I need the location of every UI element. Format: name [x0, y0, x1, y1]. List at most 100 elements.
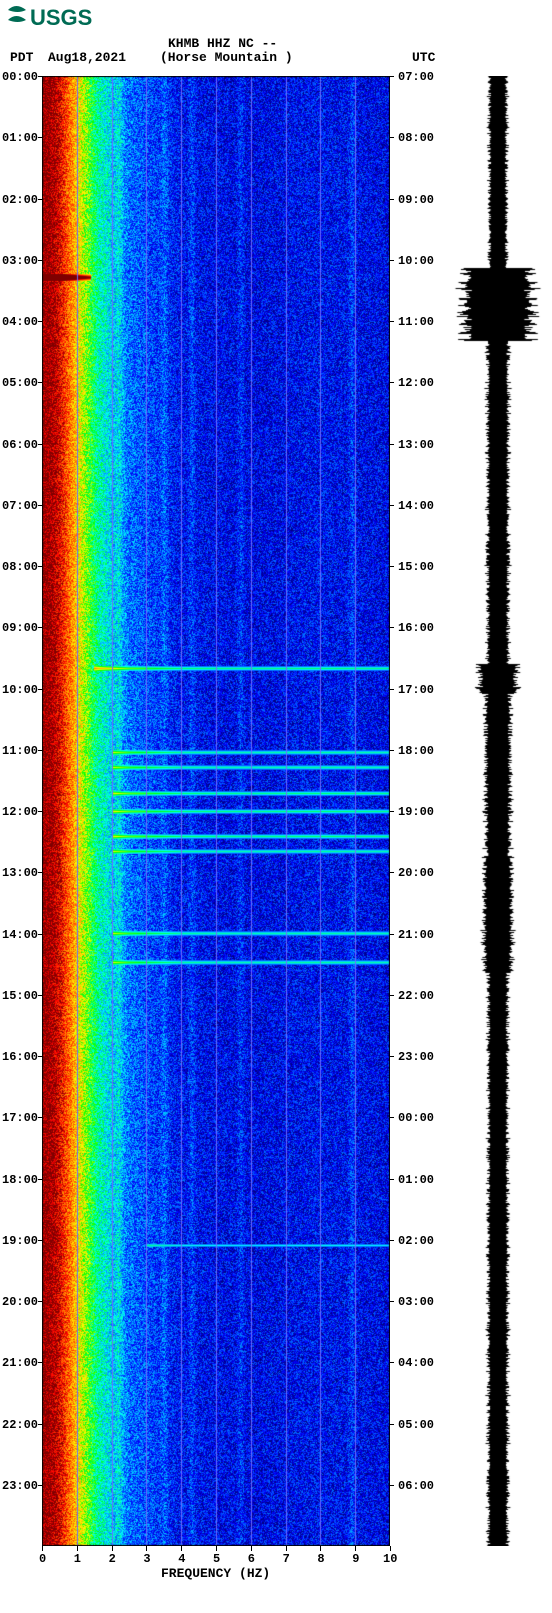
- left-time-tick: 13:00: [2, 866, 38, 880]
- spectrogram-canvas: [42, 76, 390, 1546]
- left-tick-mark: [38, 627, 42, 628]
- x-tick-label: 4: [178, 1552, 185, 1566]
- x-tick-mark: [112, 1546, 113, 1551]
- x-tick-label: 7: [283, 1552, 290, 1566]
- right-time-tick: 10:00: [398, 254, 434, 268]
- left-time-tick: 11:00: [2, 744, 38, 758]
- left-tick-mark: [38, 76, 42, 77]
- right-tick-mark: [390, 260, 394, 261]
- right-tick-mark: [390, 566, 394, 567]
- left-tick-mark: [38, 505, 42, 506]
- x-tick-mark: [251, 1546, 252, 1551]
- left-time-tick: 14:00: [2, 928, 38, 942]
- x-tick-label: 0: [39, 1552, 46, 1566]
- right-time-tick: 06:00: [398, 1479, 434, 1493]
- x-tick-mark: [320, 1546, 321, 1551]
- right-tick-mark: [390, 1117, 394, 1118]
- right-time-tick: 18:00: [398, 744, 434, 758]
- x-tick-label: 10: [383, 1552, 397, 1566]
- plot-header: KHMB HHZ NC -- PDT Aug18,2021 (Horse Mou…: [0, 36, 552, 76]
- right-time-tick: 00:00: [398, 1111, 434, 1125]
- x-tick-mark: [390, 1546, 391, 1551]
- left-time-tick: 18:00: [2, 1173, 38, 1187]
- left-time-tick: 21:00: [2, 1356, 38, 1370]
- left-time-tick: 01:00: [2, 131, 38, 145]
- x-tick-mark: [181, 1546, 182, 1551]
- right-tick-mark: [390, 811, 394, 812]
- right-tick-mark: [390, 750, 394, 751]
- right-tick-mark: [390, 689, 394, 690]
- left-time-tick: 00:00: [2, 70, 38, 84]
- x-axis-title: FREQUENCY (HZ): [161, 1566, 270, 1581]
- right-time-tick: 17:00: [398, 683, 434, 697]
- left-tick-mark: [38, 689, 42, 690]
- left-time-tick: 06:00: [2, 438, 38, 452]
- right-tick-mark: [390, 505, 394, 506]
- right-time-tick: 01:00: [398, 1173, 434, 1187]
- x-tick-label: 5: [213, 1552, 220, 1566]
- left-tick-mark: [38, 1362, 42, 1363]
- left-time-tick: 22:00: [2, 1418, 38, 1432]
- x-tick-mark: [286, 1546, 287, 1551]
- left-time-tick: 02:00: [2, 193, 38, 207]
- left-tick-mark: [38, 1424, 42, 1425]
- left-tick-mark: [38, 1301, 42, 1302]
- left-tick-mark: [38, 260, 42, 261]
- left-time-tick: 10:00: [2, 683, 38, 697]
- right-tick-mark: [390, 1362, 394, 1363]
- left-tick-mark: [38, 750, 42, 751]
- right-tick-mark: [390, 1485, 394, 1486]
- right-tick-mark: [390, 1240, 394, 1241]
- left-tick-mark: [38, 444, 42, 445]
- right-time-tick: 04:00: [398, 1356, 434, 1370]
- right-time-tick: 08:00: [398, 131, 434, 145]
- x-tick-mark: [42, 1546, 43, 1551]
- x-tick-label: 6: [248, 1552, 255, 1566]
- left-time-tick: 12:00: [2, 805, 38, 819]
- left-tick-mark: [38, 1117, 42, 1118]
- right-tick-mark: [390, 995, 394, 996]
- left-time-tick: 07:00: [2, 499, 38, 513]
- left-tick-mark: [38, 1485, 42, 1486]
- left-tick-mark: [38, 1179, 42, 1180]
- left-tick-mark: [38, 321, 42, 322]
- x-tick-mark: [77, 1546, 78, 1551]
- station-name: (Horse Mountain ): [160, 50, 293, 65]
- left-time-tick: 05:00: [2, 376, 38, 390]
- left-tick-mark: [38, 995, 42, 996]
- x-tick-label: 3: [143, 1552, 150, 1566]
- right-timezone: UTC: [412, 50, 435, 65]
- left-timezone: PDT: [10, 50, 33, 65]
- right-time-tick: 21:00: [398, 928, 434, 942]
- left-tick-mark: [38, 566, 42, 567]
- right-tick-mark: [390, 1056, 394, 1057]
- left-tick-mark: [38, 934, 42, 935]
- right-tick-mark: [390, 76, 394, 77]
- left-time-tick: 23:00: [2, 1479, 38, 1493]
- x-tick-label: 8: [317, 1552, 324, 1566]
- right-time-tick: 12:00: [398, 376, 434, 390]
- right-time-tick: 02:00: [398, 1234, 434, 1248]
- right-time-tick: 16:00: [398, 621, 434, 635]
- x-tick-mark: [355, 1546, 356, 1551]
- right-tick-mark: [390, 1301, 394, 1302]
- left-time-tick: 03:00: [2, 254, 38, 268]
- left-time-tick: 09:00: [2, 621, 38, 635]
- left-time-tick: 08:00: [2, 560, 38, 574]
- usgs-logo: USGS: [0, 0, 552, 30]
- left-tick-mark: [38, 382, 42, 383]
- x-tick-mark: [216, 1546, 217, 1551]
- left-time-tick: 19:00: [2, 1234, 38, 1248]
- left-time-tick: 04:00: [2, 315, 38, 329]
- right-tick-mark: [390, 382, 394, 383]
- left-tick-mark: [38, 1240, 42, 1241]
- left-tick-mark: [38, 1056, 42, 1057]
- right-time-tick: 20:00: [398, 866, 434, 880]
- right-time-tick: 22:00: [398, 989, 434, 1003]
- right-tick-mark: [390, 444, 394, 445]
- right-tick-mark: [390, 934, 394, 935]
- left-tick-mark: [38, 872, 42, 873]
- usgs-logo-text: USGS: [30, 5, 92, 30]
- x-tick-label: 2: [109, 1552, 116, 1566]
- right-tick-mark: [390, 1179, 394, 1180]
